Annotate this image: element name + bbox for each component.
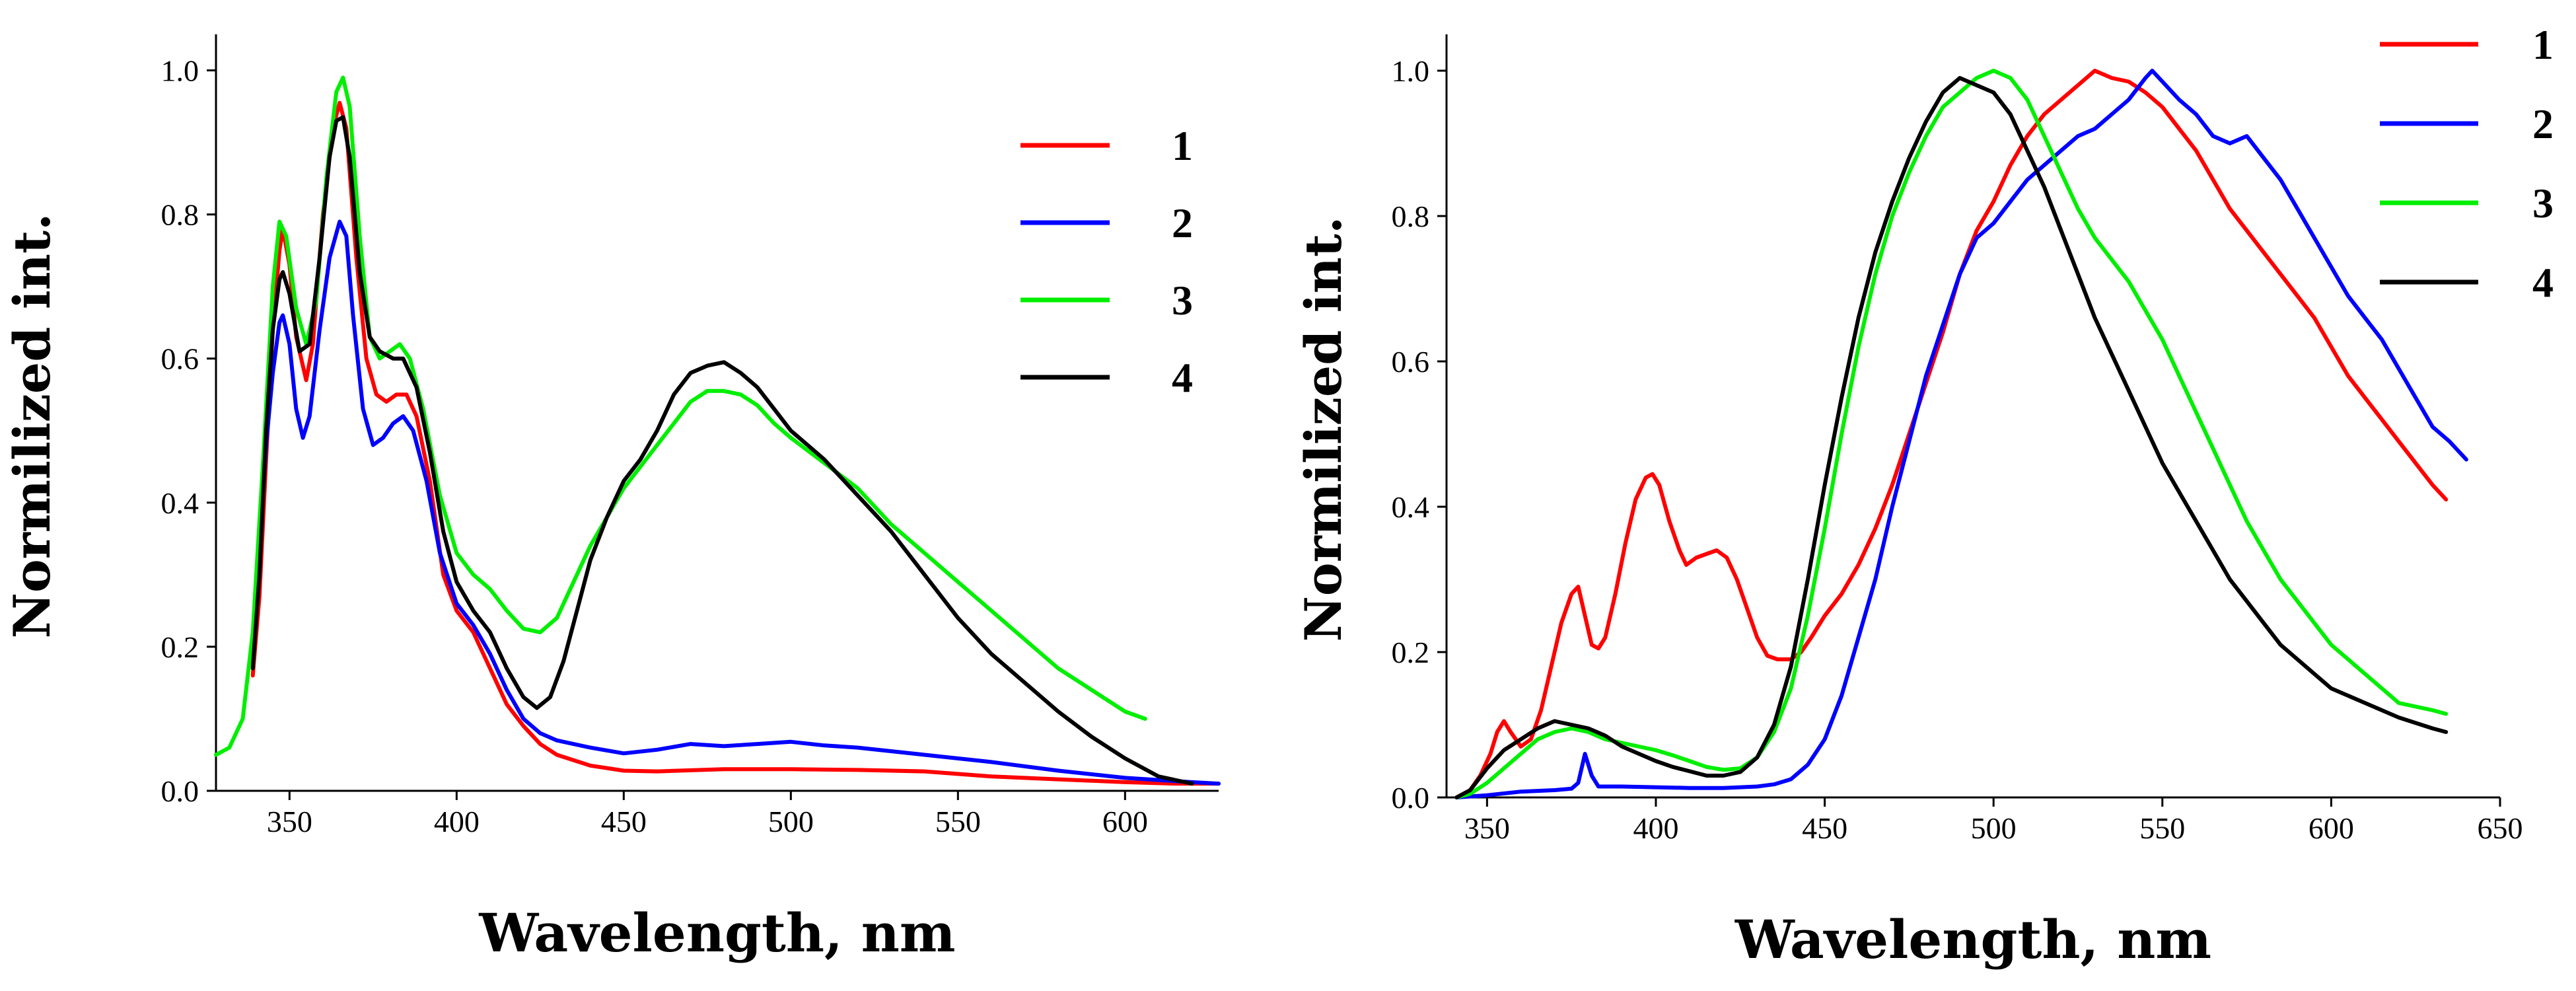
y-axis-title: Normilized int. — [3, 213, 61, 638]
series-line-1 — [1454, 69, 2449, 799]
series-line-3 — [214, 75, 1147, 757]
series-line-3 — [1454, 69, 2449, 799]
legend-label-4: 4 — [1172, 354, 1193, 401]
x-tick-label: 500 — [768, 805, 814, 838]
y-tick-label: 0.0 — [1392, 781, 1430, 815]
y-tick-label: 0.2 — [161, 630, 199, 664]
y-tick-label: 0.4 — [161, 486, 199, 520]
series-line-4 — [1454, 76, 2449, 799]
x-tick-label: 450 — [1802, 811, 1847, 845]
x-tick-label: 600 — [1102, 805, 1148, 838]
legend-label-3: 3 — [2532, 180, 2554, 227]
x-axis-title: Wavelength, nm — [478, 902, 955, 964]
series-line-2 — [250, 219, 1221, 786]
x-tick-label: 350 — [1464, 811, 1510, 845]
y-tick-label: 0.2 — [1392, 636, 1430, 669]
x-tick-label: 500 — [1971, 811, 2017, 845]
x-tick-label: 550 — [935, 805, 981, 838]
y-tick-label: 1.0 — [161, 54, 199, 88]
legend-label-2: 2 — [1172, 200, 1193, 246]
x-tick-label: 400 — [434, 805, 480, 838]
y-tick-label: 0.6 — [1392, 345, 1430, 379]
legend-label-1: 1 — [2532, 21, 2554, 68]
y-tick-label: 0.4 — [1392, 490, 1430, 524]
y-tick-label: 0.8 — [161, 198, 199, 232]
x-tick-label: 550 — [2139, 811, 2185, 845]
legend-label-3: 3 — [1172, 277, 1193, 324]
series-line-1 — [250, 100, 1221, 786]
legend-label-2: 2 — [2532, 100, 2554, 147]
x-axis-title: Wavelength, nm — [1735, 908, 2211, 971]
x-tick-label: 450 — [601, 805, 647, 838]
y-axis-title: Normilized int. — [1294, 216, 1353, 642]
x-tick-label: 650 — [2478, 811, 2523, 845]
left-chart: 0.0 0.2 0.4 0.6 0.8 1.0 350 400 450 500 550 600 Norm… — [3, 34, 1221, 964]
y-tick-label: 0.8 — [1392, 200, 1430, 233]
series-line-4 — [250, 115, 1194, 786]
y-tick-label: 0.6 — [161, 342, 199, 376]
x-tick-label: 350 — [267, 805, 312, 838]
right-chart: 0.0 0.2 0.4 0.6 0.8 1.0 350 400 450 500 550 600 650 N… — [1294, 21, 2554, 971]
y-tick-label: 0.0 — [161, 774, 199, 808]
x-tick-label: 600 — [2308, 811, 2354, 845]
x-tick-label: 400 — [1633, 811, 1678, 845]
y-tick-label: 1.0 — [1392, 54, 1430, 88]
legend-label-4: 4 — [2532, 259, 2554, 306]
series-line-2 — [1454, 69, 2468, 799]
legend-label-1: 1 — [1172, 122, 1193, 169]
